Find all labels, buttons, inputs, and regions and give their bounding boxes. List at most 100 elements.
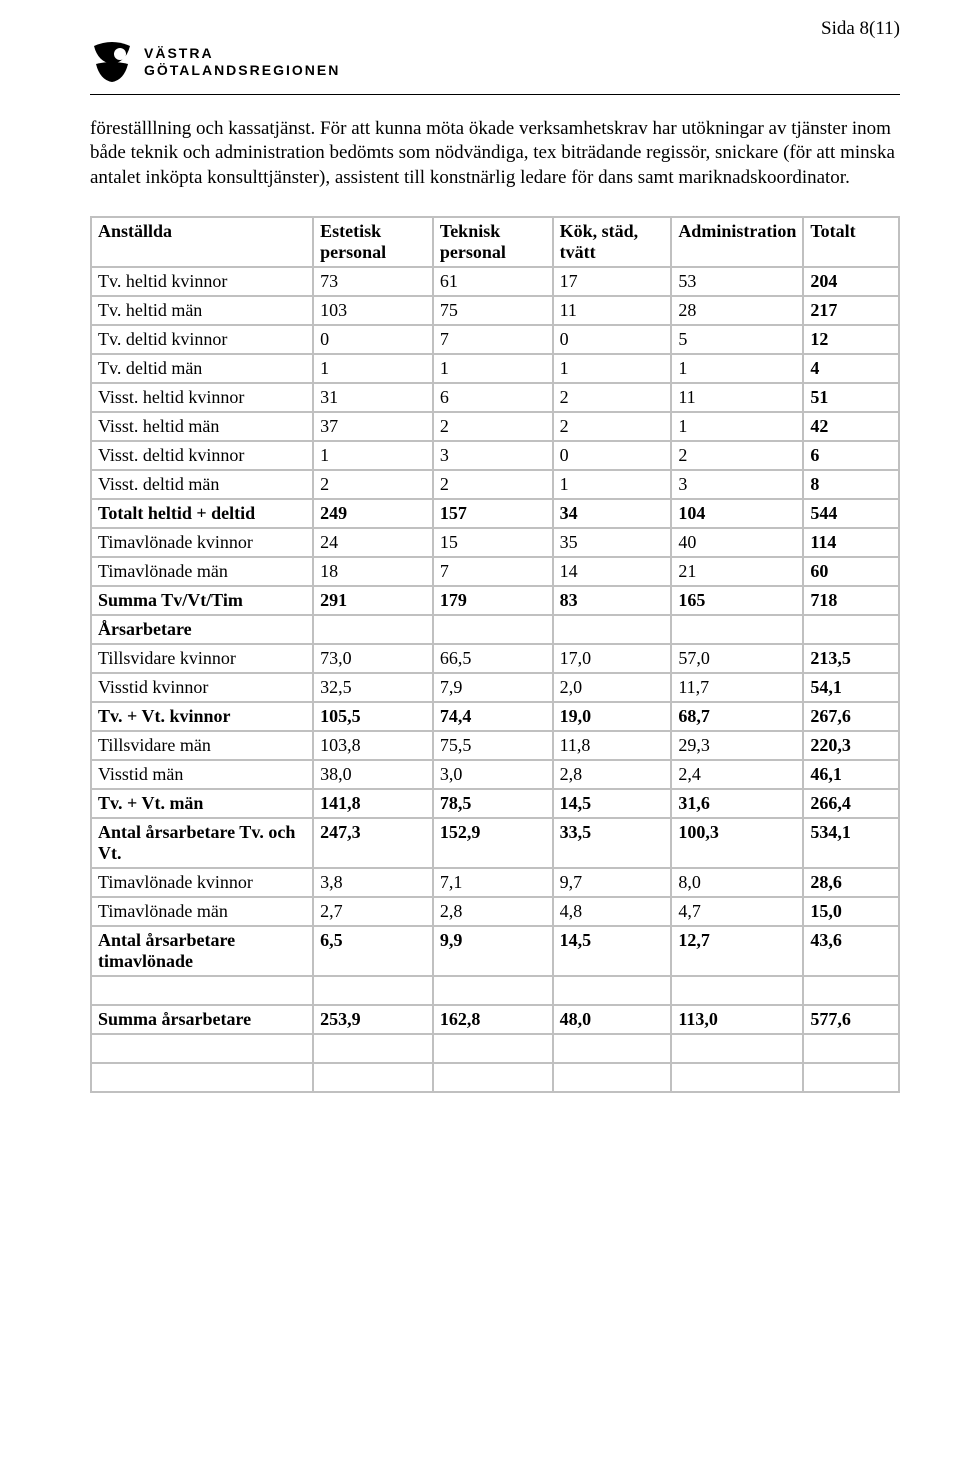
cell-value: 54,1: [803, 673, 899, 702]
cell-value: [803, 1063, 899, 1092]
cell-value: 8,0: [671, 868, 803, 897]
cell-value: [313, 1034, 433, 1063]
logo-line1: VÄSTRA: [144, 45, 340, 62]
row-label: Summa årsarbetare: [91, 1005, 313, 1034]
cell-value: 220,3: [803, 731, 899, 760]
cell-value: 2,0: [553, 673, 672, 702]
cell-value: 48,0: [553, 1005, 672, 1034]
cell-value: [433, 615, 553, 644]
cell-value: 113,0: [671, 1005, 803, 1034]
cell-value: [313, 1063, 433, 1092]
cell-value: 42: [803, 412, 899, 441]
cell-value: 33,5: [553, 818, 672, 868]
cell-value: [803, 615, 899, 644]
row-label: Timavlönade män: [91, 557, 313, 586]
cell-value: 14: [553, 557, 672, 586]
cell-value: [553, 1034, 672, 1063]
row-label: Visst. heltid män: [91, 412, 313, 441]
cell-value: [671, 1063, 803, 1092]
cell-value: 32,5: [313, 673, 433, 702]
cell-value: [671, 615, 803, 644]
row-label: Visst. deltid kvinnor: [91, 441, 313, 470]
cell-value: 266,4: [803, 789, 899, 818]
cell-value: 217: [803, 296, 899, 325]
row-label: Tillsvidare män: [91, 731, 313, 760]
table-row: Visstid män38,03,02,82,446,1: [91, 760, 899, 789]
row-label: Tv. deltid män: [91, 354, 313, 383]
header-divider: [90, 94, 900, 95]
cell-value: 6: [433, 383, 553, 412]
cell-value: 162,8: [433, 1005, 553, 1034]
body-paragraph: föreställlning och kassatjänst. För att …: [90, 117, 900, 190]
cell-value: 253,9: [313, 1005, 433, 1034]
cell-value: 114: [803, 528, 899, 557]
table-row: Visst. deltid kvinnor13026: [91, 441, 899, 470]
cell-value: 38,0: [313, 760, 433, 789]
document-page: Sida 8(11) VÄSTRA GÖTALANDSREGIONEN före…: [0, 0, 960, 1133]
row-label: Visstid män: [91, 760, 313, 789]
table-row: [91, 1063, 899, 1092]
cell-value: 21: [671, 557, 803, 586]
row-label: Antal årsarbetare timavlönade: [91, 926, 313, 976]
cell-value: 61: [433, 267, 553, 296]
cell-value: 2: [433, 412, 553, 441]
cell-value: 73,0: [313, 644, 433, 673]
cell-value: 14,5: [553, 789, 672, 818]
table-row: Visst. heltid män3722142: [91, 412, 899, 441]
row-label: Tv. heltid kvinnor: [91, 267, 313, 296]
cell-value: 12: [803, 325, 899, 354]
table-row: Totalt heltid + deltid24915734104544: [91, 499, 899, 528]
logo-text: VÄSTRA GÖTALANDSREGIONEN: [144, 45, 340, 79]
table-row: Tillsvidare män103,875,511,829,3220,3: [91, 731, 899, 760]
cell-value: 3: [433, 441, 553, 470]
table-row: Tv. heltid män103751128217: [91, 296, 899, 325]
cell-value: 78,5: [433, 789, 553, 818]
col-totalt: Totalt: [803, 217, 899, 267]
cell-value: 14,5: [553, 926, 672, 976]
cell-value: 247,3: [313, 818, 433, 868]
cell-value: 534,1: [803, 818, 899, 868]
cell-value: 74,4: [433, 702, 553, 731]
cell-value: 7,9: [433, 673, 553, 702]
row-label: [91, 1034, 313, 1063]
row-label: Tv. deltid kvinnor: [91, 325, 313, 354]
table-row: Timavlönade kvinnor24153540114: [91, 528, 899, 557]
col-anstallda: Anställda: [91, 217, 313, 267]
table-row: [91, 1034, 899, 1063]
cell-value: 104: [671, 499, 803, 528]
cell-value: [803, 1034, 899, 1063]
cell-value: 267,6: [803, 702, 899, 731]
row-label: Antal årsarbetare Tv. och Vt.: [91, 818, 313, 868]
cell-value: 17: [553, 267, 672, 296]
cell-value: 1: [553, 470, 672, 499]
cell-value: 34: [553, 499, 672, 528]
table-row: Summa årsarbetare253,9162,848,0113,0577,…: [91, 1005, 899, 1034]
cell-value: [553, 615, 672, 644]
table-row: Tv. + Vt. män141,878,514,531,6266,4: [91, 789, 899, 818]
cell-value: 12,7: [671, 926, 803, 976]
cell-value: 2,8: [433, 897, 553, 926]
cell-value: 31: [313, 383, 433, 412]
cell-value: 6,5: [313, 926, 433, 976]
cell-value: 4: [803, 354, 899, 383]
cell-value: 2: [553, 412, 672, 441]
cell-value: 6: [803, 441, 899, 470]
cell-value: 68,7: [671, 702, 803, 731]
cell-value: 53: [671, 267, 803, 296]
cell-value: 2: [433, 470, 553, 499]
cell-value: 29,3: [671, 731, 803, 760]
cell-value: 1: [313, 441, 433, 470]
cell-value: 8: [803, 470, 899, 499]
table-row: Årsarbetare: [91, 615, 899, 644]
cell-value: 40: [671, 528, 803, 557]
row-label: Visst. deltid män: [91, 470, 313, 499]
cell-value: 1: [671, 412, 803, 441]
table-row: Antal årsarbetare timavlönade6,59,914,51…: [91, 926, 899, 976]
cell-value: 179: [433, 586, 553, 615]
cell-value: 35: [553, 528, 672, 557]
cell-value: 28: [671, 296, 803, 325]
cell-value: 9,7: [553, 868, 672, 897]
row-label: Summa Tv/Vt/Tim: [91, 586, 313, 615]
table-row: Visst. deltid män22138: [91, 470, 899, 499]
logo-mark-icon: [90, 40, 134, 84]
